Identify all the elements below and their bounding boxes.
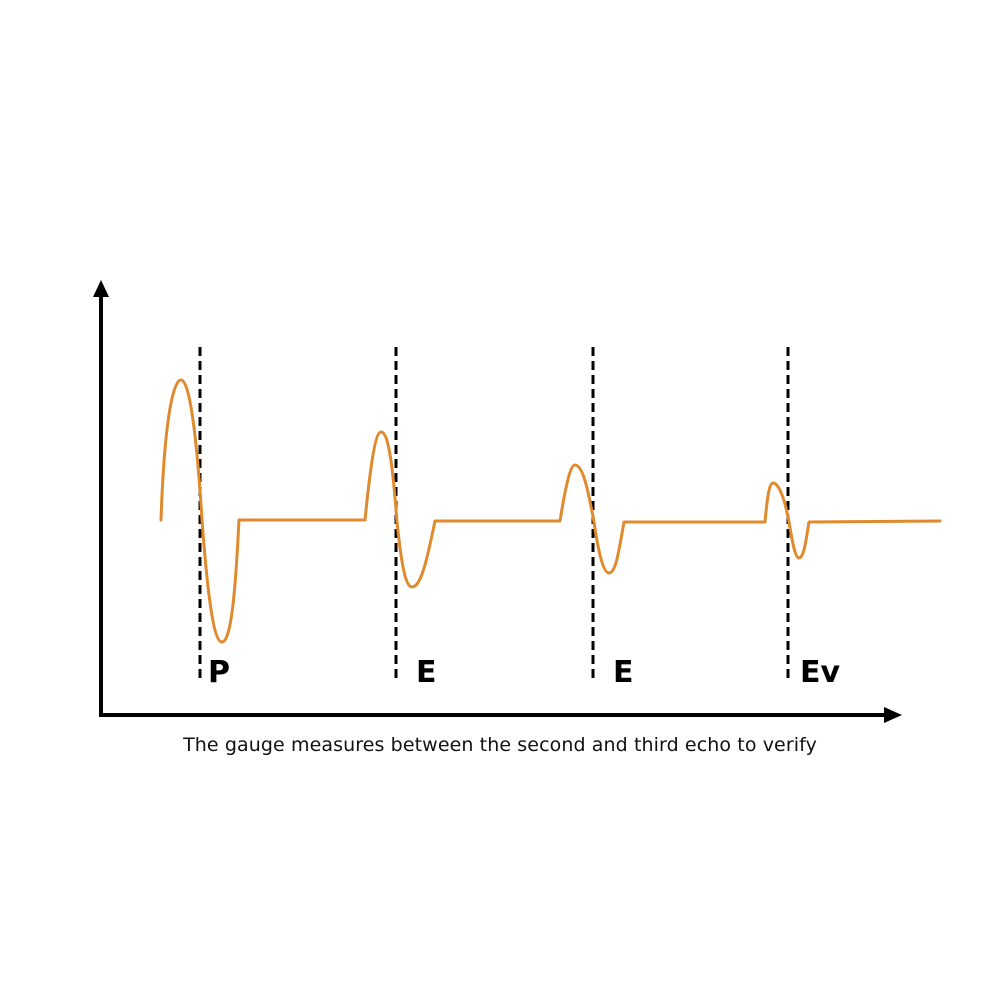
diagram-caption: The gauge measures between the second an…: [183, 734, 817, 756]
marker-label-e2: E: [613, 655, 634, 690]
y-axis-arrowhead: [93, 280, 109, 297]
marker-label-p: P: [208, 655, 230, 690]
echo-waveform: [159, 378, 942, 644]
x-axis-arrowhead: [884, 707, 902, 723]
marker-label-e1: E: [416, 655, 437, 690]
marker-label-ev: Ev: [800, 655, 840, 690]
